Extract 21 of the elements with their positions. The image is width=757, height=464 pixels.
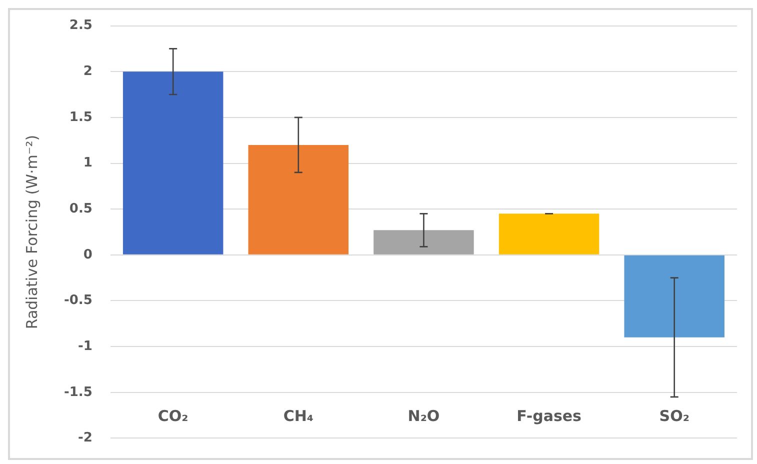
bar bbox=[122, 72, 224, 254]
y-tick-label: -1.5 bbox=[64, 384, 92, 400]
y-tick-label: 2 bbox=[83, 64, 92, 79]
bar bbox=[624, 255, 724, 338]
y-tick-label: -1 bbox=[78, 338, 92, 354]
x-tick-label: CH₄ bbox=[283, 407, 314, 426]
y-tick-label: -0.5 bbox=[64, 293, 92, 308]
bar bbox=[248, 144, 349, 254]
bar bbox=[374, 230, 474, 254]
y-tick-label: 2.5 bbox=[69, 18, 92, 34]
y-axis-title: Radiative Forcing (W·m⁻²) bbox=[22, 134, 41, 330]
y-tick-label: 0 bbox=[83, 247, 92, 262]
bar bbox=[498, 214, 600, 254]
x-tick-label: F-gases bbox=[516, 407, 582, 426]
y-tick-label: 0.5 bbox=[69, 201, 92, 216]
x-tick-label: SO₂ bbox=[659, 407, 690, 426]
y-tick-label: 1 bbox=[83, 156, 92, 171]
x-tick-label: N₂O bbox=[408, 407, 440, 426]
x-tick-label: CO₂ bbox=[158, 407, 188, 426]
y-tick-label: -2 bbox=[78, 430, 92, 446]
y-tick-label: 1.5 bbox=[69, 110, 92, 125]
